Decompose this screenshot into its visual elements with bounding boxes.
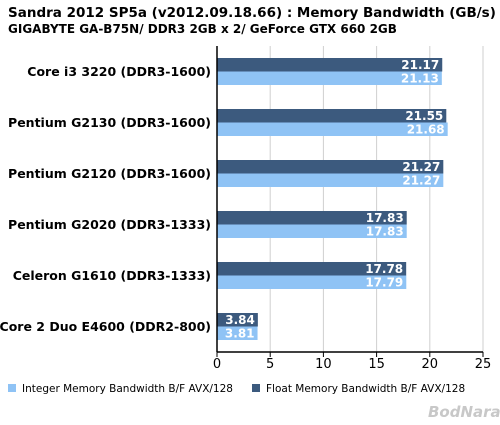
grid-lines (269, 46, 484, 352)
data-label: 3.84 (225, 313, 255, 327)
bar-float (217, 211, 407, 225)
x-tick-label: 15 (368, 357, 385, 372)
x-tick-label: 5 (266, 357, 274, 372)
x-tick-label: 0 (213, 357, 221, 372)
bar-float (217, 313, 258, 327)
data-label: 3.81 (225, 327, 255, 341)
legend-label: Float Memory Bandwidth B/F AVX/128 (266, 383, 465, 395)
bar-integer (217, 173, 444, 187)
legend-swatch (252, 384, 260, 392)
bar-integer (217, 122, 448, 136)
category-labels: Core i3 3220 (DDR3-1600) Pentium G2130 (D… (0, 64, 211, 334)
data-label: 21.68 (407, 123, 445, 137)
data-label: 21.17 (401, 58, 439, 72)
legend-swatch (8, 384, 16, 392)
x-tick-label: 25 (475, 357, 492, 372)
chart-subtitle: GIGABYTE GA-B75N/ DDR3 2GB x 2/ GeForce … (8, 22, 397, 36)
bar-float (217, 160, 444, 174)
data-label: 17.79 (365, 276, 403, 290)
watermark: BodNara (428, 403, 500, 421)
category-label: Celeron G1610 (DDR3-1333) (13, 268, 211, 283)
data-label: 17.83 (366, 225, 404, 239)
legend: Integer Memory Bandwidth B/F AVX/128 Floa… (8, 383, 465, 395)
data-label: 21.55 (405, 109, 443, 123)
x-tick-label: 10 (315, 357, 332, 372)
bar-integer (217, 326, 258, 340)
category-label: Pentium G2020 (DDR3-1333) (8, 217, 211, 232)
bar-integer (217, 224, 407, 238)
category-label: Pentium G2130 (DDR3-1600) (8, 115, 211, 130)
bar-integer (217, 275, 407, 289)
data-label: 21.27 (402, 160, 440, 174)
x-tick-label: 20 (422, 357, 439, 372)
bar-integer (217, 71, 442, 85)
bar-float (217, 109, 447, 123)
category-label: Core 2 Duo E4600 (DDR2-800) (0, 319, 211, 334)
chart-title: Sandra 2012 SP5a (v2012.09.18.66) : Memo… (8, 5, 496, 21)
bar-float (217, 262, 407, 276)
legend-label: Integer Memory Bandwidth B/F AVX/128 (22, 383, 233, 395)
category-label: Core i3 3220 (DDR3-1600) (27, 64, 211, 79)
data-label: 17.83 (366, 211, 404, 225)
category-label: Pentium G2120 (DDR3-1600) (8, 166, 211, 181)
bar-float (217, 58, 443, 72)
axes: 0 5 10 15 20 25 (213, 46, 491, 372)
data-label: 17.78 (365, 262, 403, 276)
data-label: 21.13 (401, 72, 439, 86)
data-label: 21.27 (402, 174, 440, 188)
